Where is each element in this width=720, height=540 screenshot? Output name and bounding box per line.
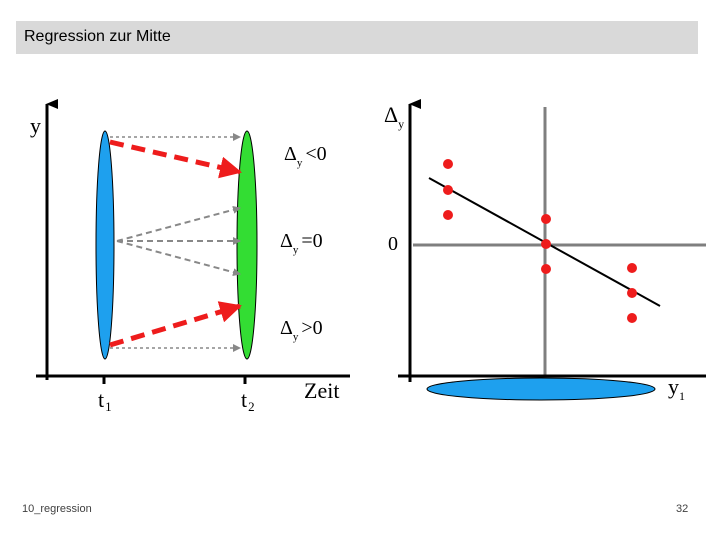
right-diagram: Δy 0 y1 xyxy=(384,99,706,403)
footer-label: 10_regression xyxy=(22,503,92,515)
delta-negative-label: Δy <0 xyxy=(284,143,327,169)
data-point xyxy=(443,210,453,220)
t2-label: t2 xyxy=(241,387,255,414)
page-number: 32 xyxy=(676,503,689,515)
slide-title: Regression zur Mitte xyxy=(24,28,171,45)
data-point xyxy=(443,185,453,195)
data-point xyxy=(541,239,551,249)
gray-arrow-down xyxy=(116,240,241,277)
right-x-axis-label: y1 xyxy=(668,374,685,403)
data-point xyxy=(627,288,637,298)
t1-label: t1 xyxy=(98,387,112,414)
data-point xyxy=(541,214,551,224)
t1-distribution-ellipse xyxy=(95,130,115,360)
data-point xyxy=(541,264,551,274)
data-point xyxy=(627,313,637,323)
delta-zero-label: Δy =0 xyxy=(280,230,323,256)
y1-distribution-ellipse xyxy=(426,377,656,401)
left-y-axis-label: y xyxy=(30,113,41,138)
right-y-axis-label: Δy xyxy=(384,102,404,131)
data-point xyxy=(627,263,637,273)
data-point xyxy=(443,159,453,169)
t2-distribution-ellipse xyxy=(236,130,258,360)
left-diagram: y t1 t2 Zeit Δy <0 Δy =0 Δy >0 xyxy=(30,99,350,414)
red-arrow-down xyxy=(109,139,242,179)
title-bar: Regression zur Mitte xyxy=(16,21,698,54)
x-axis-label-zeit: Zeit xyxy=(304,378,339,403)
gray-arrow-up xyxy=(116,205,241,242)
red-arrow-up xyxy=(109,301,242,348)
delta-positive-label: Δy >0 xyxy=(280,317,323,343)
zero-label: 0 xyxy=(388,233,398,255)
